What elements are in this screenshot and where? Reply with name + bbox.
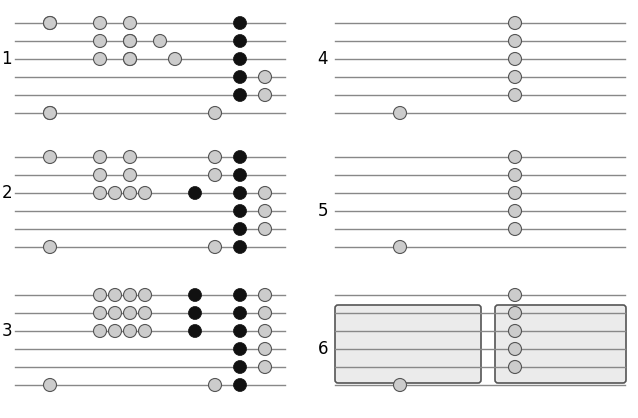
Circle shape bbox=[94, 288, 107, 301]
Circle shape bbox=[94, 186, 107, 199]
Circle shape bbox=[124, 16, 137, 30]
Circle shape bbox=[124, 53, 137, 66]
Circle shape bbox=[234, 324, 246, 337]
Circle shape bbox=[108, 324, 121, 337]
Circle shape bbox=[124, 150, 137, 163]
Circle shape bbox=[168, 53, 181, 66]
Circle shape bbox=[234, 342, 246, 355]
Circle shape bbox=[234, 240, 246, 253]
Circle shape bbox=[258, 288, 272, 301]
Circle shape bbox=[508, 342, 521, 355]
Circle shape bbox=[124, 53, 137, 66]
Circle shape bbox=[188, 186, 202, 199]
Circle shape bbox=[124, 168, 137, 181]
Circle shape bbox=[394, 379, 406, 392]
Circle shape bbox=[508, 360, 521, 374]
Circle shape bbox=[234, 35, 246, 48]
Circle shape bbox=[138, 186, 151, 199]
Circle shape bbox=[94, 168, 107, 181]
Circle shape bbox=[188, 306, 202, 319]
Circle shape bbox=[258, 186, 272, 199]
Circle shape bbox=[124, 186, 137, 199]
Circle shape bbox=[234, 168, 246, 181]
Circle shape bbox=[108, 186, 121, 199]
Text: 1: 1 bbox=[1, 50, 12, 68]
Text: 2: 2 bbox=[1, 184, 12, 202]
Circle shape bbox=[234, 222, 246, 235]
Circle shape bbox=[138, 288, 151, 301]
Circle shape bbox=[234, 16, 246, 30]
Circle shape bbox=[508, 222, 521, 235]
Circle shape bbox=[94, 16, 107, 30]
Circle shape bbox=[258, 360, 272, 374]
Circle shape bbox=[43, 107, 57, 120]
Circle shape bbox=[43, 150, 57, 163]
Circle shape bbox=[508, 324, 521, 337]
Circle shape bbox=[94, 53, 107, 66]
Circle shape bbox=[394, 240, 406, 253]
Circle shape bbox=[508, 204, 521, 217]
Circle shape bbox=[154, 35, 167, 48]
Circle shape bbox=[43, 107, 57, 120]
Circle shape bbox=[508, 150, 521, 163]
Circle shape bbox=[258, 342, 272, 355]
Circle shape bbox=[94, 324, 107, 337]
Circle shape bbox=[94, 306, 107, 319]
FancyBboxPatch shape bbox=[495, 305, 626, 383]
Circle shape bbox=[508, 89, 521, 102]
Circle shape bbox=[508, 35, 521, 48]
Circle shape bbox=[209, 379, 221, 392]
Circle shape bbox=[258, 89, 272, 102]
Circle shape bbox=[234, 306, 246, 319]
Circle shape bbox=[209, 240, 221, 253]
Circle shape bbox=[508, 306, 521, 319]
Circle shape bbox=[43, 16, 57, 30]
Text: 5: 5 bbox=[318, 202, 328, 220]
FancyBboxPatch shape bbox=[335, 305, 481, 383]
Circle shape bbox=[209, 168, 221, 181]
Circle shape bbox=[234, 89, 246, 102]
Circle shape bbox=[508, 16, 521, 30]
Circle shape bbox=[43, 240, 57, 253]
Circle shape bbox=[124, 306, 137, 319]
Circle shape bbox=[209, 150, 221, 163]
Circle shape bbox=[124, 35, 137, 48]
Text: 6: 6 bbox=[318, 340, 328, 358]
Circle shape bbox=[234, 150, 246, 163]
Circle shape bbox=[234, 186, 246, 199]
Circle shape bbox=[94, 35, 107, 48]
Circle shape bbox=[258, 222, 272, 235]
Circle shape bbox=[43, 16, 57, 30]
Circle shape bbox=[258, 204, 272, 217]
Circle shape bbox=[394, 107, 406, 120]
Circle shape bbox=[508, 71, 521, 84]
Circle shape bbox=[508, 186, 521, 199]
Text: 3: 3 bbox=[1, 322, 12, 340]
Circle shape bbox=[234, 360, 246, 374]
Circle shape bbox=[234, 379, 246, 392]
Circle shape bbox=[234, 288, 246, 301]
Circle shape bbox=[108, 288, 121, 301]
Circle shape bbox=[234, 71, 246, 84]
Circle shape bbox=[258, 324, 272, 337]
Circle shape bbox=[258, 71, 272, 84]
Circle shape bbox=[508, 288, 521, 301]
Circle shape bbox=[209, 107, 221, 120]
Circle shape bbox=[124, 324, 137, 337]
Circle shape bbox=[138, 324, 151, 337]
Circle shape bbox=[508, 168, 521, 181]
Circle shape bbox=[508, 53, 521, 66]
Text: 4: 4 bbox=[318, 50, 328, 68]
Circle shape bbox=[108, 306, 121, 319]
Circle shape bbox=[188, 324, 202, 337]
Circle shape bbox=[124, 35, 137, 48]
Circle shape bbox=[234, 204, 246, 217]
Circle shape bbox=[138, 306, 151, 319]
Circle shape bbox=[43, 379, 57, 392]
Circle shape bbox=[234, 53, 246, 66]
Circle shape bbox=[188, 288, 202, 301]
Circle shape bbox=[94, 150, 107, 163]
Circle shape bbox=[124, 288, 137, 301]
Circle shape bbox=[258, 306, 272, 319]
